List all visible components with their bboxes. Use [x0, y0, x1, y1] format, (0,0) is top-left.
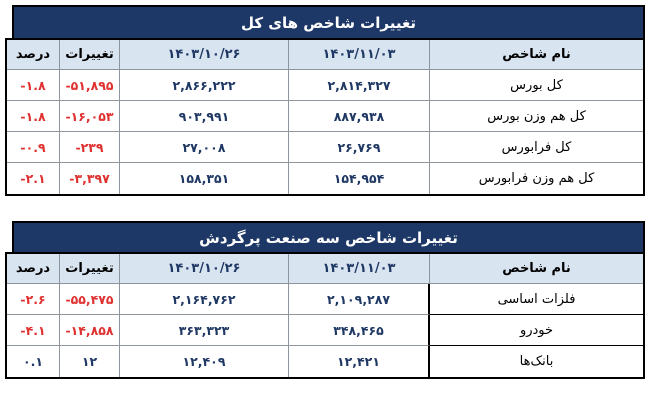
cell-index-name: کل بورس — [430, 70, 643, 101]
cell-index-name: کل هم وزن بورس — [430, 101, 643, 132]
cell-index-name: خودرو — [430, 315, 643, 346]
cell-percent: -۱.۸ — [7, 70, 60, 101]
cell-index-name: فلزات اساسی — [430, 284, 643, 315]
cell-value-new: ۱۵۴,۹۵۴ — [289, 163, 430, 194]
cell-percent: -۰.۹ — [7, 132, 60, 163]
table-row: -۱.۸ -۱۶,۰۵۳ ۹۰۳,۹۹۱ ۸۸۷,۹۳۸ کل هم وزن ب… — [7, 101, 643, 132]
column-header-date-old: ۱۴۰۳/۱۰/۲۶ — [120, 40, 289, 70]
cell-change: -۵۱,۸۹۵ — [60, 70, 120, 101]
cell-percent: -۱.۸ — [7, 101, 60, 132]
column-header-change: تغییرات — [60, 254, 120, 284]
cell-value-new: ۸۸۷,۹۳۸ — [289, 101, 430, 132]
cell-value-new: ۲,۱۰۹,۲۸۷ — [289, 284, 430, 315]
table-title: تغییرات شاخص سه صنعت پرگردش — [12, 221, 645, 252]
total-indices-table: تغییرات شاخص های کل درصد تغییرات ۱۴۰۳/۱۰… — [5, 5, 645, 196]
cell-value-old: ۲,۱۶۴,۷۶۲ — [120, 284, 289, 315]
cell-percent: -۴.۱ — [7, 315, 60, 346]
table-row: -۰.۹ -۲۳۹ ۲۷,۰۰۸ ۲۶,۷۶۹ کل فرابورس — [7, 132, 643, 163]
cell-change: ۱۲ — [60, 346, 120, 377]
cell-index-name: بانک‌ها — [519, 354, 554, 369]
column-header-index-name: نام شاخص — [430, 254, 643, 284]
cell-percent: -۲.۶ — [7, 284, 60, 315]
table-body: درصد تغییرات ۱۴۰۳/۱۰/۲۶ ۱۴۰۳/۱۱/۰۳ نام ش… — [5, 252, 645, 379]
table-header-row: درصد تغییرات ۱۴۰۳/۱۰/۲۶ ۱۴۰۳/۱۱/۰۳ نام ش… — [7, 40, 643, 70]
cell-value-new: ۱۲,۴۲۱ — [289, 346, 430, 377]
cell-value-old: ۹۰۳,۹۹۱ — [120, 101, 289, 132]
cell-value-old: ۲۷,۰۰۸ — [120, 132, 289, 163]
cell-value-new: ۲۶,۷۶۹ — [289, 132, 430, 163]
cell-change: -۳,۳۹۷ — [60, 163, 120, 194]
column-header-index-name: نام شاخص — [430, 40, 643, 70]
column-header-date-new: ۱۴۰۳/۱۱/۰۳ — [289, 40, 430, 70]
column-header-change: تغییرات — [60, 40, 120, 70]
cell-index-name: کل فرابورس — [430, 132, 643, 163]
table-row: -۲.۱ -۳,۳۹۷ ۱۵۸,۳۵۱ ۱۵۴,۹۵۴ کل هم وزن فر… — [7, 163, 643, 194]
cell-percent: ۰.۱ — [7, 346, 60, 377]
cell-value-new: ۳۴۸,۴۶۵ — [289, 315, 430, 346]
table-body: درصد تغییرات ۱۴۰۳/۱۰/۲۶ ۱۴۰۳/۱۱/۰۳ نام ش… — [5, 38, 645, 196]
cell-change: -۵۵,۴۷۵ — [60, 284, 120, 315]
column-header-percent: درصد — [7, 40, 60, 70]
cell-percent: -۲.۱ — [7, 163, 60, 194]
column-header-date-new: ۱۴۰۳/۱۱/۰۳ — [289, 254, 430, 284]
table-header-row: درصد تغییرات ۱۴۰۳/۱۰/۲۶ ۱۴۰۳/۱۱/۰۳ نام ش… — [7, 254, 643, 284]
cell-value-old: ۳۶۳,۳۲۳ — [120, 315, 289, 346]
column-header-date-old: ۱۴۰۳/۱۰/۲۶ — [120, 254, 289, 284]
column-header-percent: درصد — [7, 254, 60, 284]
cell-value-old: ۲,۸۶۶,۲۲۲ — [120, 70, 289, 101]
table-row: -۱.۸ -۵۱,۸۹۵ ۲,۸۶۶,۲۲۲ ۲,۸۱۴,۳۲۷ کل بورس — [7, 70, 643, 101]
top-industries-table: تغییرات شاخص سه صنعت پرگردش درصد تغییرات… — [5, 221, 645, 379]
table-row: -۲.۶ -۵۵,۴۷۵ ۲,۱۶۴,۷۶۲ ۲,۱۰۹,۲۸۷ فلزات ا… — [7, 284, 643, 315]
table-title: تغییرات شاخص های کل — [12, 5, 645, 38]
cell-value-old: ۱۵۸,۳۵۱ — [120, 163, 289, 194]
cell-change: -۱۴,۸۵۸ — [60, 315, 120, 346]
cell-value-old: ۱۲,۴۰۹ — [120, 346, 289, 377]
cell-change: -۲۳۹ — [60, 132, 120, 163]
cell-value-new: ۲,۸۱۴,۳۲۷ — [289, 70, 430, 101]
table-row: ۰.۱ ۱۲ ۱۲,۴۰۹ ۱۲,۴۲۱ بانک‌ها — [7, 346, 643, 377]
table-row: -۴.۱ -۱۴,۸۵۸ ۳۶۳,۳۲۳ ۳۴۸,۴۶۵ خودرو — [7, 315, 643, 346]
cell-index-name: کل هم وزن فرابورس — [478, 171, 595, 186]
cell-change: -۱۶,۰۵۳ — [60, 101, 120, 132]
